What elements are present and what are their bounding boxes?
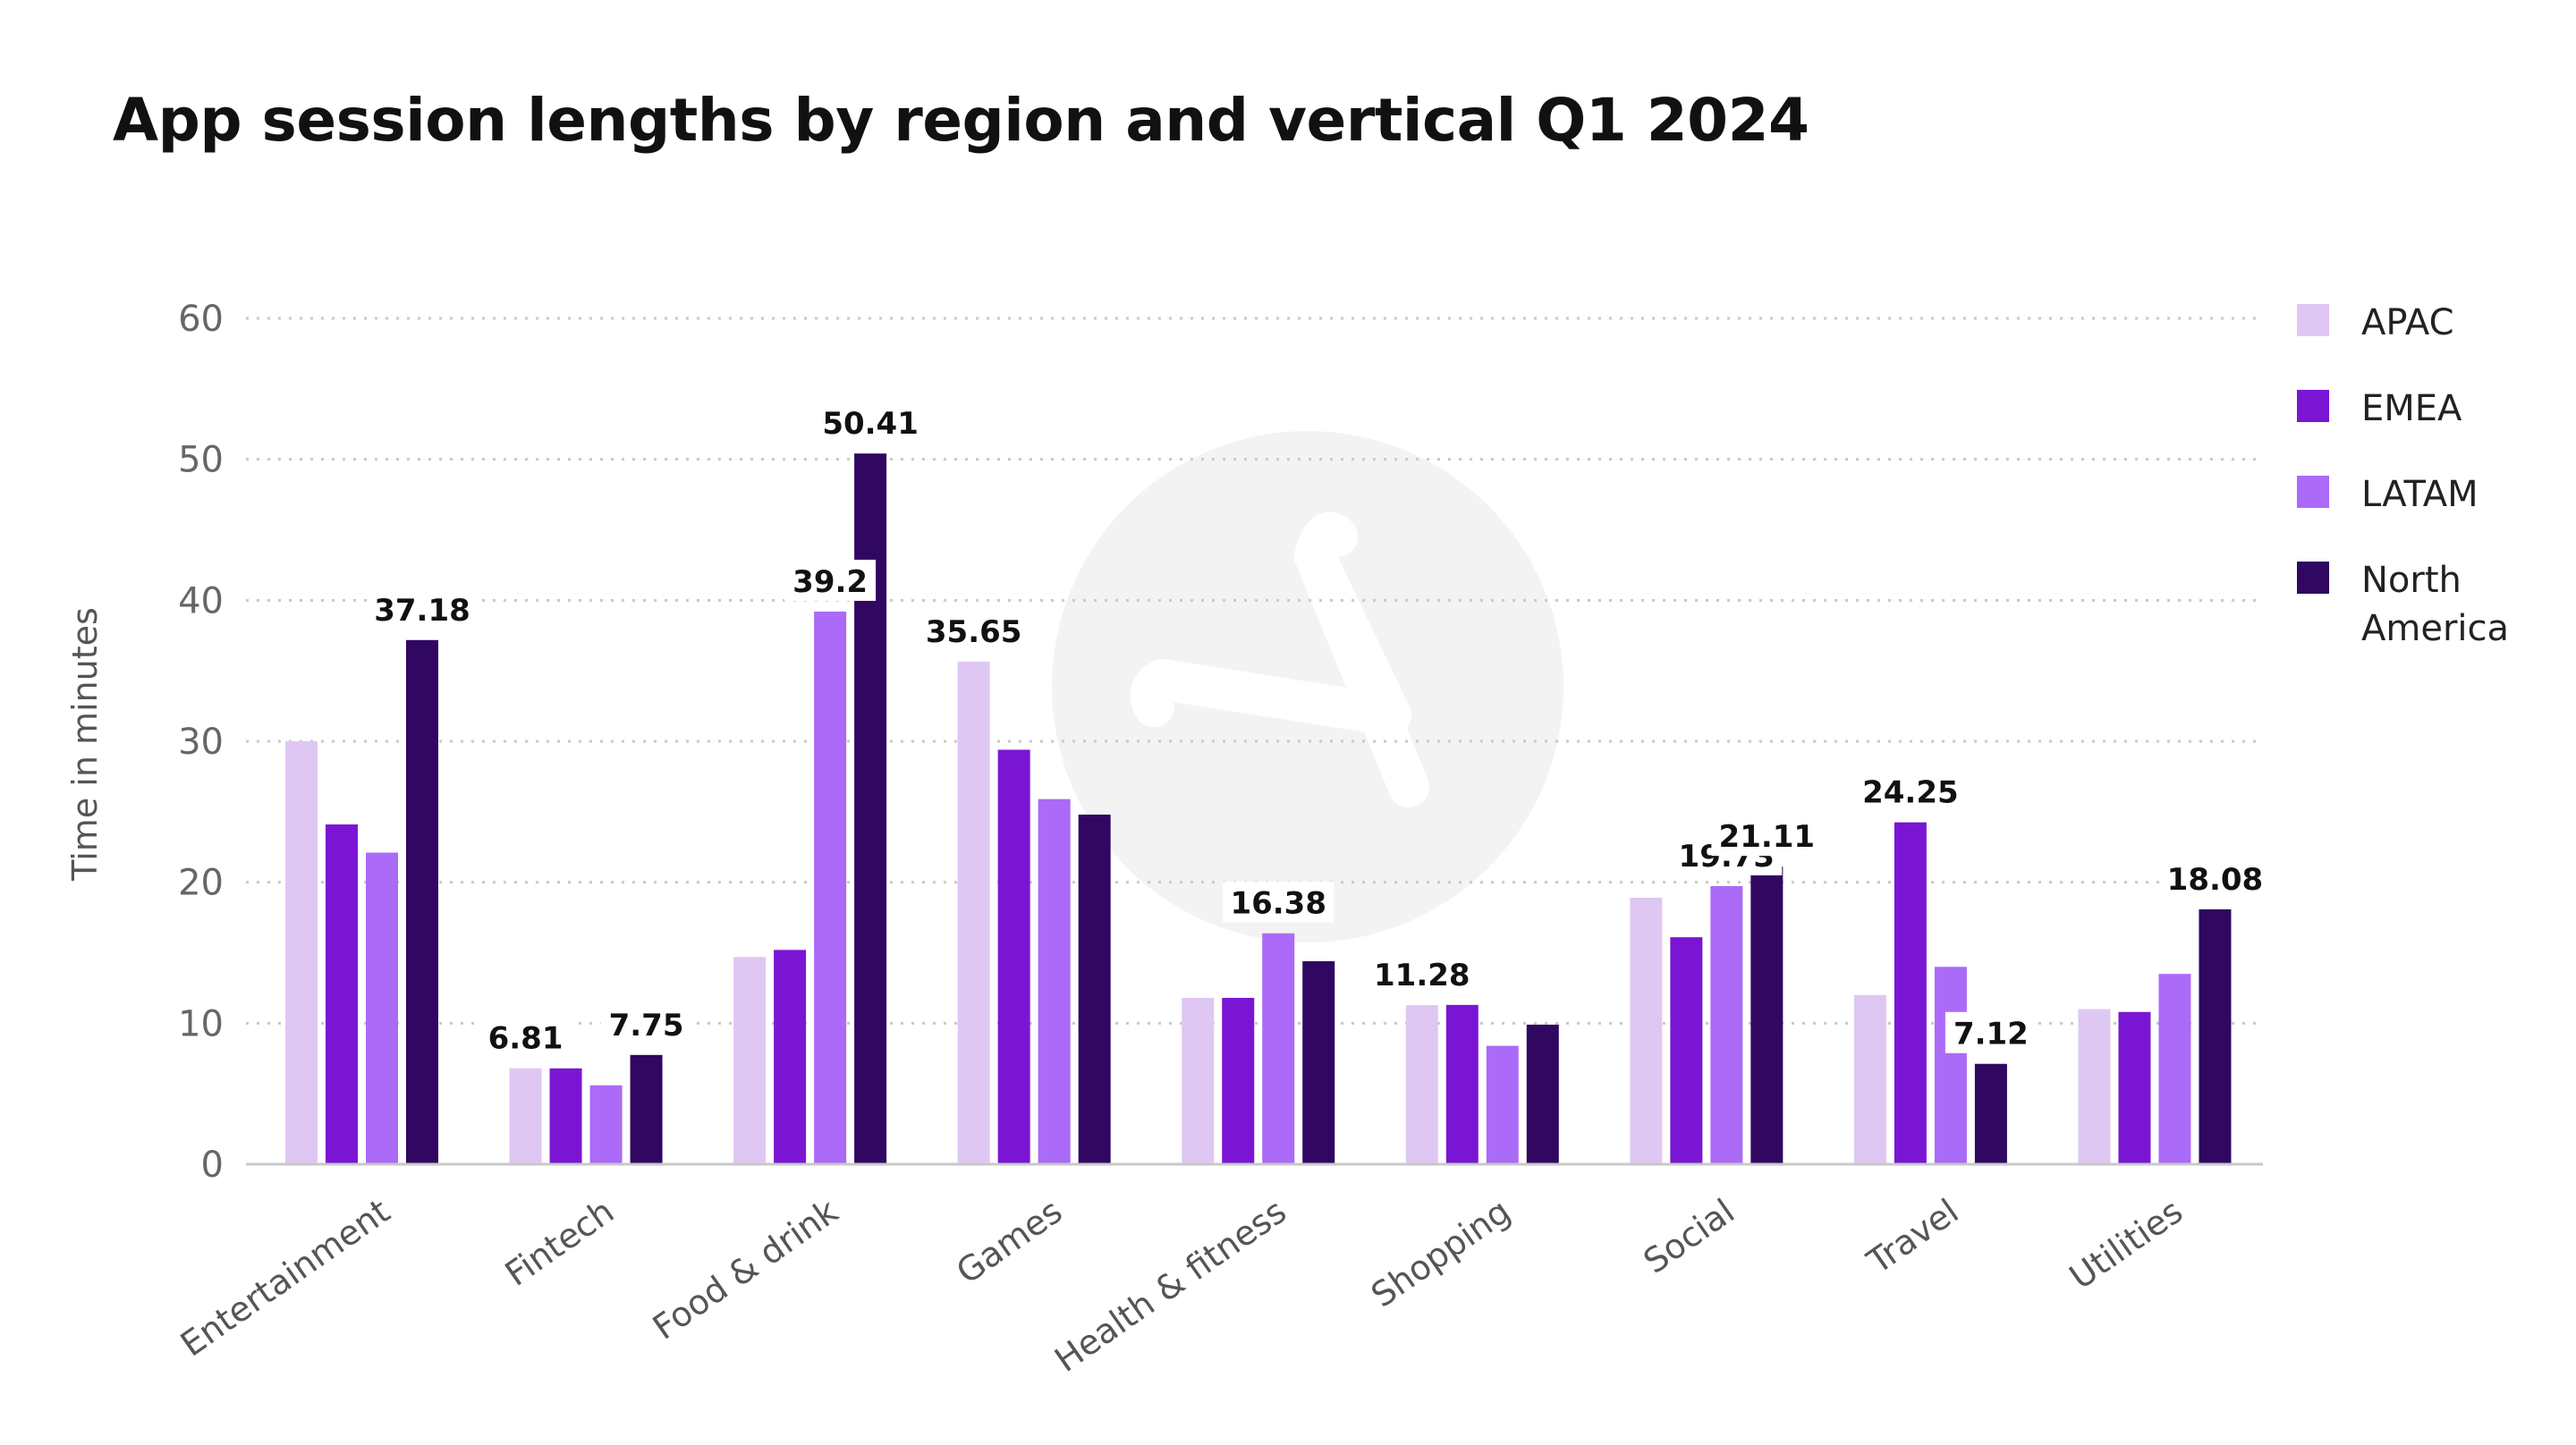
legend-label: EMEA — [2361, 388, 2462, 429]
y-tick-label: 0 — [201, 1145, 224, 1186]
bar — [549, 1068, 582, 1164]
data-label-bg — [815, 401, 927, 444]
data-label: 7.75 — [609, 1008, 684, 1044]
bar — [1630, 898, 1663, 1164]
y-axis-title: Time in minutes — [65, 607, 105, 882]
data-label: 16.38 — [1230, 886, 1326, 922]
y-tick-label: 30 — [178, 722, 224, 763]
bar — [1182, 997, 1215, 1164]
bar — [326, 824, 358, 1164]
bar — [1526, 1024, 1559, 1164]
bar — [2078, 1009, 2111, 1164]
data-label-bg — [479, 1016, 572, 1058]
bar — [509, 1068, 542, 1164]
data-label: 39.2 — [792, 564, 868, 600]
y-tick-label: 40 — [178, 580, 224, 621]
brand-logo-icon — [1052, 431, 1563, 942]
bar — [1486, 1045, 1519, 1164]
bar — [406, 639, 438, 1164]
legend-label: APAC — [2361, 302, 2454, 343]
legend-label: North America — [2361, 560, 2509, 649]
data-label-bg — [1711, 815, 1823, 857]
x-tick-label: Utilities — [2063, 1191, 2190, 1297]
bar — [1078, 814, 1111, 1164]
y-tick-label: 60 — [178, 299, 224, 340]
bar — [774, 950, 807, 1164]
bar — [285, 741, 318, 1164]
bar — [957, 661, 990, 1164]
x-tick-label: Games — [949, 1191, 1069, 1291]
legend-swatch — [2297, 304, 2329, 336]
bar — [1894, 822, 1927, 1164]
data-label-bg — [1945, 1011, 2037, 1053]
bar — [1262, 933, 1295, 1164]
y-tick-label: 20 — [178, 863, 224, 904]
bar — [2118, 1011, 2151, 1164]
bar — [1750, 866, 1784, 1164]
bar — [366, 852, 398, 1164]
bar — [814, 611, 847, 1164]
legend-swatch — [2297, 390, 2329, 422]
legend-label: LATAM — [2361, 474, 2479, 515]
bar — [630, 1054, 663, 1164]
bar — [2158, 974, 2191, 1164]
bar — [1853, 994, 1886, 1164]
data-label-bg — [1223, 881, 1335, 923]
data-label-bg — [1366, 953, 1478, 995]
bar — [1710, 885, 1743, 1164]
bar — [1670, 937, 1703, 1164]
bar — [2199, 908, 2232, 1164]
data-label: 24.25 — [1862, 775, 1959, 811]
legend-swatch — [2297, 562, 2329, 594]
data-label: 21.11 — [1719, 819, 1816, 855]
data-label: 11.28 — [1374, 958, 1470, 993]
data-label: 35.65 — [926, 614, 1022, 650]
bar — [1302, 960, 1335, 1164]
bars — [285, 453, 2232, 1164]
bar — [1445, 1004, 1479, 1164]
bar — [1974, 1063, 2007, 1164]
x-tick-label: Health & fitness — [1047, 1191, 1293, 1380]
data-label-bg — [2159, 857, 2271, 899]
bar — [589, 1085, 623, 1164]
y-tick-label: 50 — [178, 440, 224, 481]
data-label-bg — [1854, 770, 1966, 812]
data-label: 50.41 — [822, 406, 919, 442]
data-label-bg — [367, 587, 478, 630]
data-label-bg — [918, 609, 1030, 651]
bar — [1934, 967, 1967, 1164]
data-label-bg — [600, 1002, 692, 1044]
x-tick-label: Food & drink — [646, 1191, 845, 1347]
x-tick-label: Travel — [1860, 1191, 1966, 1281]
x-tick-label: Social — [1637, 1191, 1742, 1281]
x-axis-ticks: Entertainment Fintech Food & drink GamesHea… — [174, 1191, 2190, 1380]
data-label: 7.12 — [1953, 1017, 2029, 1052]
y-axis-ticks: 0 10 20 30 40 50 60 — [178, 299, 224, 1186]
data-label: 6.81 — [488, 1021, 564, 1057]
x-tick-label: Fintech — [498, 1191, 621, 1294]
data-labels: 37.186.81 7.7539.250.4135.6516.3811.2819.… — [367, 401, 2271, 1058]
data-label: 37.18 — [374, 593, 470, 629]
bar — [733, 957, 767, 1164]
chart-title: App session lengths by region and vertic… — [113, 86, 1809, 155]
data-label: 18.08 — [2167, 862, 2264, 898]
bar — [1405, 1005, 1438, 1164]
x-tick-label: Entertainment — [174, 1191, 397, 1364]
bar — [1038, 799, 1071, 1164]
y-tick-label: 10 — [178, 1003, 224, 1044]
bar — [997, 749, 1030, 1164]
x-tick-label: Shopping — [1364, 1191, 1517, 1314]
legend-swatch — [2297, 476, 2329, 508]
bar — [1222, 997, 1255, 1164]
data-label-bg — [784, 559, 877, 601]
